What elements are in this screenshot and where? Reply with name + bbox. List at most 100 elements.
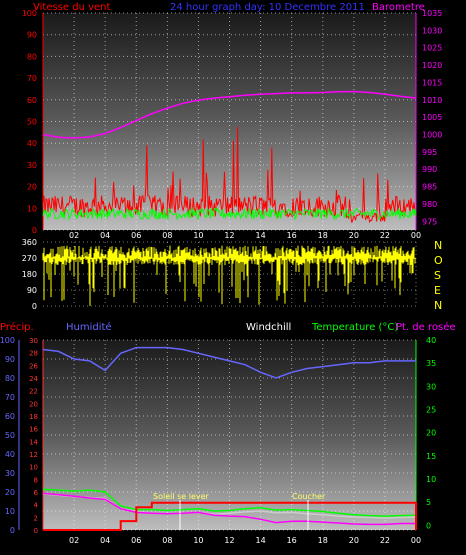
wind-speed-line: [42, 126, 417, 224]
temp-tick-label: 10: [426, 475, 436, 484]
wind-tick-label: 90: [27, 31, 37, 40]
x-tick-label: 08: [162, 536, 172, 545]
wind-speed-label: Vitesse du vent: [33, 2, 110, 13]
baro-tick-label: 1000: [422, 131, 442, 140]
humidity-tick-label: 10: [5, 507, 15, 516]
x-tick-label: 20: [349, 231, 359, 240]
precip-tick-label: 4: [34, 502, 39, 510]
precip-tick-label: 2: [34, 514, 38, 522]
barometer-line: [42, 90, 417, 139]
compass-n-bottom: N: [434, 299, 442, 312]
precip-tick-label: 6: [34, 489, 39, 497]
x-tick-label: 18: [318, 536, 328, 545]
precip-tick-label: 24: [29, 375, 38, 383]
series-line: [43, 501, 417, 531]
humidity-tick-label: 100: [0, 336, 15, 345]
precip-tick-label: 8: [34, 476, 38, 484]
wind-tick-label: 60: [27, 96, 37, 105]
humidity-tick-label: 30: [5, 469, 15, 478]
direction-tick-label: 180: [22, 270, 37, 279]
windchill-label: Windchill: [246, 322, 291, 333]
precip-tick-label: 0: [34, 527, 38, 535]
temp-tick-label: 40: [426, 336, 436, 345]
humidity-tick-label: 0: [10, 526, 15, 535]
temperature-label: Temperature (°C): [311, 322, 398, 333]
x-tick-label: 04: [100, 231, 110, 240]
baro-tick-label: 1015: [422, 78, 442, 87]
precip-tick-label: 26: [29, 362, 38, 370]
humidity-tick-label: 60: [5, 412, 15, 421]
x-tick-label: 10: [193, 231, 203, 240]
baro-tick-label: 990: [422, 165, 437, 174]
series-line: [42, 493, 417, 519]
wind-tick-label: 70: [27, 74, 37, 83]
humidity-tick-label: 20: [5, 488, 15, 497]
baro-tick-label: 985: [422, 183, 437, 192]
x-tick-label: 08: [162, 231, 172, 240]
precip-tick-label: 16: [29, 426, 38, 434]
baro-tick-label: 1035: [422, 9, 442, 18]
wind-tick-label: 20: [27, 183, 37, 192]
wind-series: [42, 90, 417, 224]
temp-tick-label: 5: [426, 498, 431, 507]
temp-tick-label: 0: [426, 521, 431, 530]
direction-tick-label: 270: [22, 254, 37, 263]
barometer-label: Barometre: [372, 2, 425, 13]
x-tick-label: 22: [380, 231, 390, 240]
x-tick-label: 14: [255, 536, 265, 545]
compass-s: S: [434, 269, 441, 282]
temp-tick-label: 30: [426, 382, 436, 391]
wind-tick-label: 100: [22, 9, 37, 18]
x-tick-label: 16: [287, 231, 297, 240]
baro-tick-label: 1020: [422, 61, 442, 70]
axis-ticks: 0102030405060708090100975980985990995100…: [0, 9, 442, 545]
baro-tick-label: 975: [422, 217, 437, 226]
precip-tick-label: 28: [29, 350, 38, 358]
x-tick-label: 12: [224, 231, 234, 240]
direction-tick-label: 90: [27, 286, 37, 295]
x-tick-label: 12: [224, 536, 234, 545]
x-tick-label: 10: [193, 536, 203, 545]
wind-tick-label: 80: [27, 52, 37, 61]
precip-tick-label: 14: [29, 438, 38, 446]
wind-tick-label: 30: [27, 161, 37, 170]
precip-label: Précip.: [0, 321, 34, 333]
temp-tick-label: 25: [426, 406, 436, 415]
precip-tick-label: 30: [29, 337, 38, 345]
compass-e: E: [434, 284, 441, 297]
temp-tick-label: 35: [426, 359, 436, 368]
series-line: [42, 492, 416, 526]
baro-tick-label: 1010: [422, 96, 442, 105]
baro-tick-label: 980: [422, 200, 437, 209]
wind-tick-label: 10: [27, 204, 37, 213]
precip-tick-label: 10: [29, 464, 38, 472]
x-tick-label: 16: [287, 536, 297, 545]
x-tick-label: 14: [255, 231, 265, 240]
humidity-tick-label: 40: [5, 450, 15, 459]
sunrise-label: Soleil se lever: [153, 492, 210, 501]
x-tick-label: 00: [411, 231, 421, 240]
compass-w: O: [434, 254, 443, 267]
x-tick-label: 02: [69, 536, 79, 545]
x-tick-label: 18: [318, 231, 328, 240]
wind-tick-label: 0: [32, 226, 37, 235]
x-tick-label: 06: [131, 231, 141, 240]
baro-tick-label: 1025: [422, 44, 442, 53]
wind-average-line: [42, 206, 417, 222]
compass-n-top: N: [434, 239, 442, 252]
x-tick-label: 06: [131, 536, 141, 545]
x-tick-label: 00: [411, 536, 421, 545]
baro-tick-label: 1005: [422, 113, 442, 122]
wind-tick-label: 50: [27, 118, 37, 127]
x-tick-label: 02: [69, 231, 79, 240]
x-tick-label: 20: [349, 536, 359, 545]
dewpoint-label: Pt. de rosée: [396, 321, 456, 333]
precip-tick-label: 20: [29, 400, 38, 408]
chart-title: 24 hour graph day: 10 Decembre 2011: [170, 2, 365, 13]
wind-tick-label: 40: [27, 139, 37, 148]
sunset-label: Coucher: [292, 492, 326, 501]
direction-tick-label: 0: [32, 302, 37, 311]
precip-tick-label: 22: [29, 388, 38, 396]
humidity-label: Humidité: [66, 321, 112, 333]
